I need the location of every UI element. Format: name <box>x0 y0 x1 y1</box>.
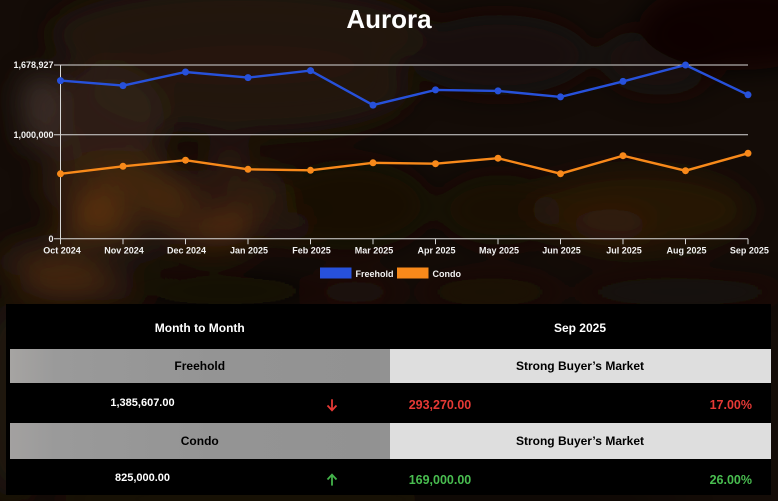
svg-text:Aug 2025: Aug 2025 <box>666 246 706 256</box>
svg-text:1,678,927: 1,678,927 <box>13 60 53 70</box>
svg-text:Sep 2025: Sep 2025 <box>730 246 769 256</box>
svg-text:Mar 2025: Mar 2025 <box>355 246 394 256</box>
svg-text:Freehold: Freehold <box>356 269 394 279</box>
svg-text:Jun 2025: Jun 2025 <box>542 246 581 256</box>
svg-text:Oct 2024: Oct 2024 <box>43 246 81 256</box>
svg-text:1,000,000: 1,000,000 <box>13 130 53 140</box>
svg-text:0: 0 <box>48 234 53 244</box>
svg-text:Condo: Condo <box>433 269 462 279</box>
svg-text:Dec 2024: Dec 2024 <box>167 246 206 256</box>
svg-text:Apr 2025: Apr 2025 <box>417 246 455 256</box>
svg-text:Jul 2025: Jul 2025 <box>606 246 642 256</box>
svg-text:May 2025: May 2025 <box>479 246 519 256</box>
svg-text:Nov 2024: Nov 2024 <box>104 246 144 256</box>
svg-text:Jan 2025: Jan 2025 <box>230 246 268 256</box>
svg-text:Feb 2025: Feb 2025 <box>292 246 331 256</box>
